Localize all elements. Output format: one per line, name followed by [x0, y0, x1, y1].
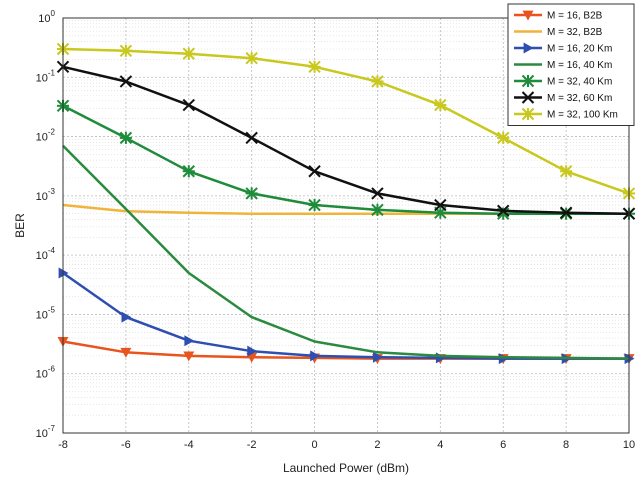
legend-entry: M = 32, 60 Km [514, 91, 612, 104]
star-marker [245, 187, 258, 200]
triangle-right-marker [523, 42, 534, 54]
triangle-right-marker [498, 353, 509, 365]
legend-label: M = 32, 60 Km [547, 93, 612, 104]
x-marker-stroke [245, 131, 258, 145]
triangle-right-marker [310, 350, 321, 362]
legend: M = 16, B2B M = 32, B2B M = 16, 20 Km M = 1… [507, 3, 635, 126]
star-marker [521, 74, 535, 88]
x-marker [559, 206, 573, 219]
x-tick-label: 8 [563, 439, 569, 451]
legend-entry: M = 16, 40 Km [514, 60, 612, 71]
star-marker [521, 107, 535, 121]
star-marker [182, 47, 195, 60]
x-tick-label: 0 [311, 439, 317, 451]
legend-entry: M = 32, 100 Km [514, 107, 618, 121]
y-tick-label: 10-1 [36, 68, 56, 84]
series-3 [62, 144, 630, 360]
triangle-right-marker [184, 335, 195, 347]
legend-label: M = 16, 20 Km [547, 44, 612, 55]
x-marker-stroke [119, 75, 133, 88]
triangle-down-marker [120, 347, 132, 358]
y-tick-label: 10-2 [36, 128, 56, 144]
x-axis-label: Launched Power (dBm) [283, 461, 409, 475]
series-5 [56, 60, 636, 220]
x-marker-stroke [182, 98, 195, 112]
x-marker [245, 131, 258, 145]
legend-label: M = 32, 100 Km [547, 110, 618, 121]
x-marker-stroke [308, 165, 321, 178]
triangle-right-marker [247, 345, 258, 357]
legend-entry: M = 16, 20 Km [514, 42, 612, 55]
y-tick-label: 10-5 [36, 305, 56, 321]
series-line [62, 65, 630, 215]
x-marker-stroke [371, 187, 384, 200]
y-tick-label: 10-4 [36, 246, 56, 262]
x-marker [434, 198, 447, 212]
legend-entry: M = 32, B2B [514, 27, 603, 38]
x-marker [182, 98, 195, 112]
y-tick-label: 100 [38, 9, 55, 25]
series-line [62, 47, 630, 195]
star-marker [308, 198, 321, 212]
y-tick-label: 10-3 [36, 187, 56, 203]
y-tick-label: 10-6 [36, 365, 56, 381]
plot-frame [62, 17, 630, 434]
star-marker [245, 51, 258, 65]
triangle-right-marker [121, 311, 132, 323]
x-marker [308, 165, 321, 178]
series-line [62, 104, 629, 215]
star-marker [119, 131, 133, 145]
star-marker [371, 203, 384, 217]
x-marker-stroke [434, 198, 447, 212]
x-tick-label: -8 [58, 439, 68, 451]
triangle-right-marker [373, 351, 383, 363]
star-marker [434, 98, 447, 112]
legend-entry: M = 16, B2B [514, 11, 603, 22]
x-tick-label: -4 [184, 439, 194, 451]
star-marker [559, 165, 573, 178]
x-marker-stroke [521, 91, 535, 104]
series-0 [57, 337, 635, 365]
star-marker [308, 60, 321, 74]
series-layer [56, 42, 636, 365]
x-tick-label: 6 [500, 439, 506, 451]
tick-labels: -8 -6 -4 -2 0 2 4 6 8 10 100 10-1 10-2 10-3 10-4 10-5 10… [36, 9, 636, 451]
y-tick-label: 10-7 [36, 424, 56, 440]
legend-label: M = 32, 40 Km [547, 77, 612, 88]
legend-entry: M = 32, 40 Km [514, 74, 612, 88]
x-marker [521, 91, 535, 104]
series-2 [58, 267, 635, 365]
star-marker [497, 131, 510, 145]
x-marker-stroke [497, 204, 510, 217]
triangle-down-marker [522, 10, 534, 21]
legend-label: M = 16, 40 Km [547, 60, 612, 71]
legend-label: M = 32, B2B [547, 27, 603, 38]
triangle-right-marker [58, 267, 69, 279]
x-marker [371, 187, 384, 200]
star-marker [182, 165, 195, 178]
legend-label: M = 16, B2B [547, 11, 603, 22]
triangle-down-marker [183, 351, 195, 362]
triangle-right-marker [624, 353, 635, 365]
series-line [62, 144, 630, 360]
x-tick-label: 10 [623, 439, 635, 451]
x-tick-label: 2 [374, 439, 380, 451]
star-marker [119, 44, 133, 57]
x-marker-stroke [559, 206, 573, 219]
x-marker [497, 204, 510, 217]
series-6 [56, 42, 636, 200]
x-tick-label: -6 [121, 439, 131, 451]
x-marker [119, 75, 133, 88]
x-tick-label: 4 [437, 439, 443, 451]
y-axis-label: BER [13, 213, 27, 238]
x-tick-label: -2 [247, 439, 257, 451]
star-marker [371, 75, 384, 88]
